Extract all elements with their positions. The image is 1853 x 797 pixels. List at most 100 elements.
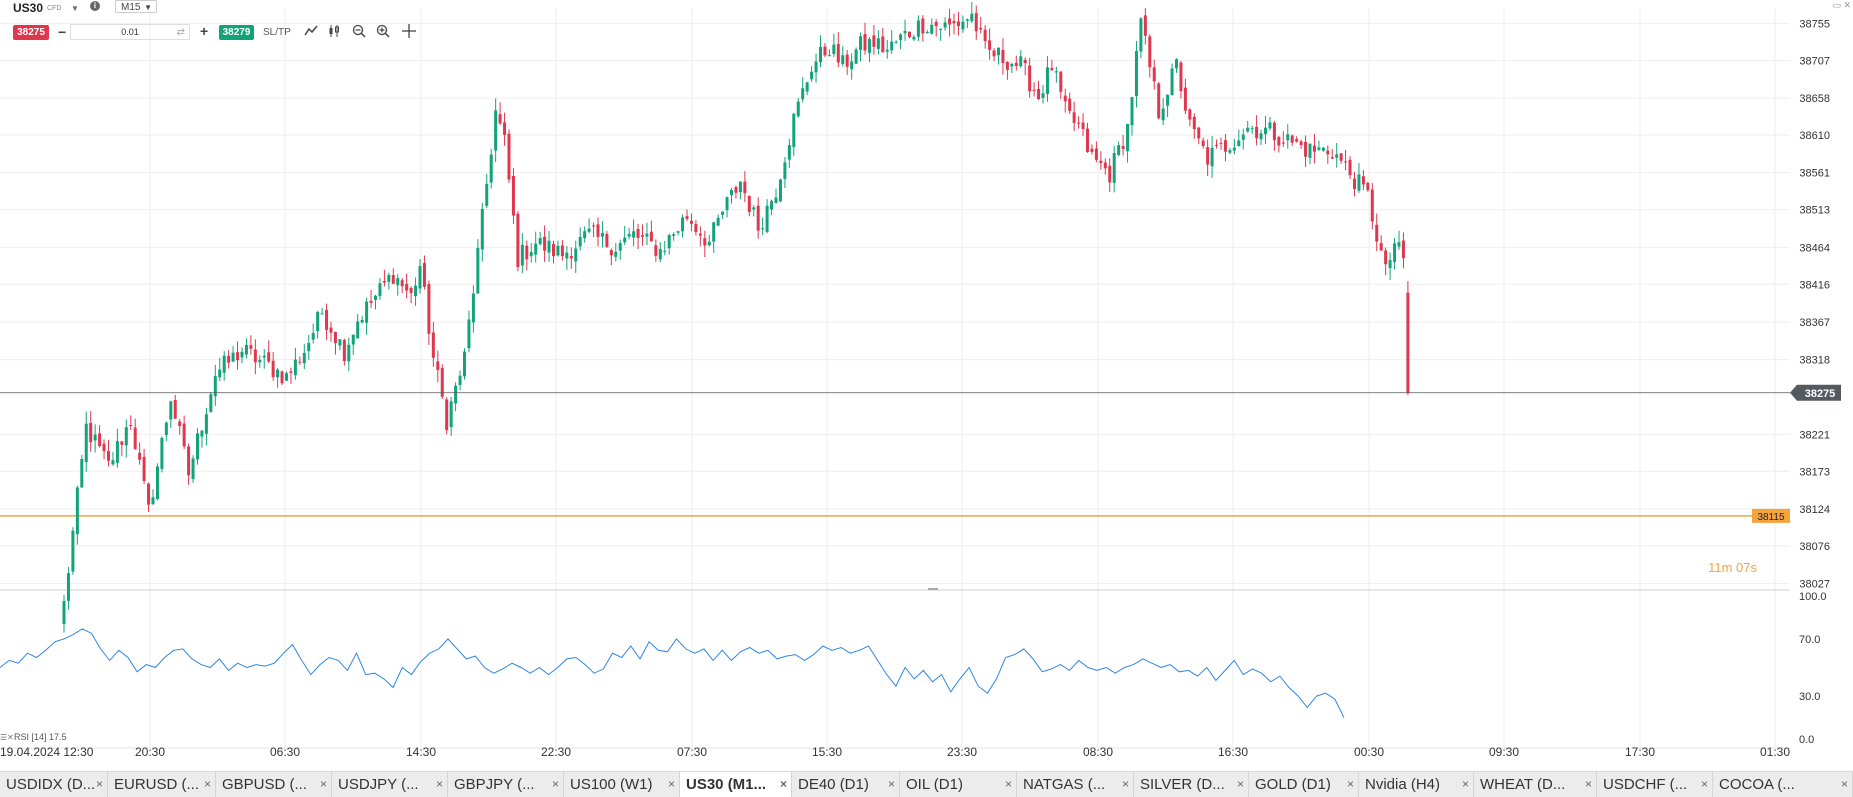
sell-button[interactable]: 38275: [13, 25, 49, 40]
zoom-out-icon[interactable]: [351, 24, 367, 40]
close-tab-icon[interactable]: ×: [779, 777, 787, 791]
candle-body: [1108, 165, 1112, 183]
close-tab-icon[interactable]: ×: [435, 777, 443, 791]
close-tab-icon[interactable]: ×: [551, 777, 559, 791]
price-tick-label: 38658: [1799, 93, 1830, 105]
tab-silver[interactable]: SILVER (D... ×: [1134, 772, 1249, 797]
tab-usdchf[interactable]: USDCHF (... ×: [1597, 772, 1713, 797]
close-tab-icon[interactable]: ×: [1121, 777, 1129, 791]
close-tab-icon[interactable]: ×: [1236, 777, 1244, 791]
time-axis[interactable]: 19.04.2024 12:30 20:30 06:30 14:30 22:30 07:3…: [0, 745, 1790, 759]
candle-body: [997, 47, 1000, 56]
price-tick-label: 38221: [1799, 429, 1830, 441]
candle-body: [721, 211, 725, 215]
candle-body: [1077, 122, 1081, 124]
close-tab-icon[interactable]: ×: [1346, 777, 1354, 791]
candle-body: [672, 234, 676, 236]
crosshair-icon[interactable]: [401, 24, 417, 40]
info-icon[interactable]: i: [90, 1, 100, 11]
candle-body: [1295, 139, 1299, 142]
candle-body: [267, 352, 271, 362]
candle-body: [476, 247, 480, 294]
candle-body: [276, 369, 280, 378]
candle-body: [876, 38, 880, 49]
candle-body: [431, 332, 435, 358]
rsi-tick-label: 70.0: [1799, 634, 1820, 646]
tab-eurusd[interactable]: EURUSD (... ×: [108, 772, 216, 797]
candle-body: [1188, 109, 1192, 120]
zoom-in-icon[interactable]: [375, 24, 391, 40]
tab-us30[interactable]: US30 (M1... ×: [680, 772, 792, 797]
candle-body: [213, 376, 217, 397]
candlestick-chart-icon[interactable]: [327, 24, 343, 40]
candle-body: [1223, 140, 1227, 152]
close-tab-icon[interactable]: ×: [887, 777, 895, 791]
candle-body: [529, 252, 533, 257]
candle-body: [979, 27, 983, 30]
sltp-button[interactable]: SL/TP: [263, 27, 291, 38]
candle-body: [1041, 93, 1045, 99]
tab-usdidx[interactable]: USDIDX (D... ×: [0, 772, 108, 797]
candle-body: [138, 452, 142, 460]
tab-gbpusd[interactable]: GBPUSD (... ×: [216, 772, 332, 797]
symbol-dropdown-icon[interactable]: ▼: [71, 4, 79, 13]
candle-body: [1037, 88, 1041, 100]
time-tick-label: 08:30: [1083, 745, 1113, 759]
time-tick-label: 06:30: [270, 745, 300, 759]
swap-icon[interactable]: ⇄: [176, 27, 185, 38]
close-tab-icon[interactable]: ×: [95, 777, 103, 791]
tab-label: GOLD (D1): [1255, 776, 1331, 793]
tab-wheat[interactable]: WHEAT (D... ×: [1474, 772, 1597, 797]
candle-body: [302, 352, 306, 364]
candle-body: [925, 32, 929, 34]
price-axis[interactable]: 38755 38707 38658 38610 38561 38513 38464 38416…: [1799, 18, 1830, 590]
candle-body: [961, 21, 965, 30]
window-controls-icon[interactable]: ▭ ✕: [1832, 0, 1851, 10]
candle-body: [934, 21, 938, 27]
candle-body: [489, 154, 493, 183]
increase-quantity-button[interactable]: +: [200, 23, 209, 39]
decrease-quantity-button[interactable]: −: [58, 24, 67, 40]
buy-button[interactable]: 38279: [219, 25, 254, 40]
quantity-input[interactable]: 0.01 ⇄: [70, 24, 190, 40]
candle-body: [1201, 140, 1205, 146]
candle-body: [908, 31, 911, 37]
tab-cocoa[interactable]: COCOA (... ×: [1713, 772, 1853, 797]
candle-body: [738, 181, 742, 193]
tab-natgas[interactable]: NATGAS (... ×: [1017, 772, 1134, 797]
candle-body: [903, 30, 907, 34]
tab-label: OIL (D1): [906, 776, 963, 793]
tab-us100[interactable]: US100 (W1) ×: [564, 772, 680, 797]
close-tab-icon[interactable]: ×: [1584, 777, 1592, 791]
close-tab-icon[interactable]: ×: [203, 777, 211, 791]
tab-usdjpy[interactable]: USDJPY (... ×: [332, 772, 448, 797]
tab-de40[interactable]: DE40 (D1) ×: [792, 772, 900, 797]
candle-body: [111, 460, 115, 465]
tab-nvidia[interactable]: Nvidia (H4) ×: [1359, 772, 1474, 797]
symbol-label[interactable]: US30: [13, 1, 44, 15]
close-tab-icon[interactable]: ×: [319, 777, 327, 791]
tab-label: Nvidia (H4): [1365, 776, 1441, 793]
close-tab-icon[interactable]: ×: [1461, 777, 1469, 791]
tab-gold[interactable]: GOLD (D1) ×: [1249, 772, 1359, 797]
line-chart-icon[interactable]: [303, 24, 319, 40]
tab-oil[interactable]: OIL (D1) ×: [900, 772, 1017, 797]
close-tab-icon[interactable]: ×: [1004, 777, 1012, 791]
candle-body: [819, 46, 822, 63]
alert-level-line[interactable]: 38115 11m 07s: [0, 508, 1790, 575]
candle-body: [1361, 176, 1365, 185]
close-tab-icon[interactable]: ×: [667, 777, 675, 791]
close-tab-icon[interactable]: ×: [1700, 777, 1708, 791]
close-tab-icon[interactable]: ×: [1840, 777, 1848, 791]
candle-body: [516, 213, 520, 268]
candle-body: [338, 339, 342, 346]
candle-body: [792, 113, 796, 147]
candle-body: [565, 252, 569, 259]
candle-body: [129, 425, 133, 427]
candle-body: [1344, 161, 1348, 163]
tab-label: GBPJPY (...: [454, 776, 535, 793]
candle-body: [912, 36, 916, 40]
timeframe-select[interactable]: M15 ▼: [115, 0, 157, 13]
tab-gbpjpy[interactable]: GBPJPY (... ×: [448, 772, 564, 797]
